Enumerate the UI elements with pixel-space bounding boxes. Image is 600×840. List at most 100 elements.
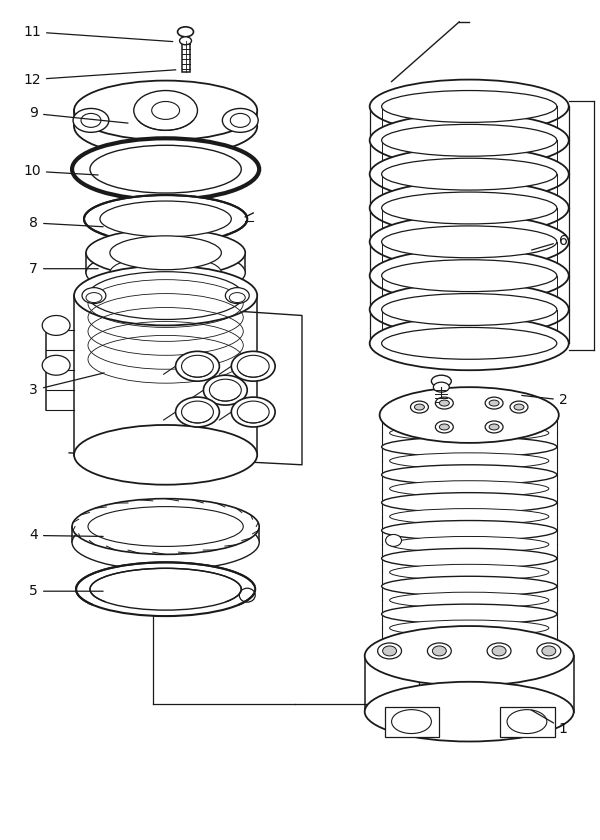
Ellipse shape xyxy=(382,632,557,652)
Ellipse shape xyxy=(223,108,258,133)
Ellipse shape xyxy=(382,465,557,485)
Text: 7: 7 xyxy=(29,262,98,276)
Ellipse shape xyxy=(514,404,524,410)
Ellipse shape xyxy=(431,375,451,387)
Ellipse shape xyxy=(74,97,257,156)
Ellipse shape xyxy=(90,569,241,610)
Ellipse shape xyxy=(389,453,549,469)
Ellipse shape xyxy=(370,215,569,269)
Ellipse shape xyxy=(489,424,499,430)
Ellipse shape xyxy=(72,499,259,554)
Ellipse shape xyxy=(389,537,549,553)
Ellipse shape xyxy=(86,249,245,297)
Ellipse shape xyxy=(377,643,401,659)
Ellipse shape xyxy=(433,382,449,392)
Ellipse shape xyxy=(389,592,549,608)
Ellipse shape xyxy=(380,387,559,443)
Ellipse shape xyxy=(389,648,549,664)
Text: 5: 5 xyxy=(29,584,103,598)
Ellipse shape xyxy=(74,265,257,325)
Ellipse shape xyxy=(100,201,232,237)
Ellipse shape xyxy=(110,255,221,290)
Ellipse shape xyxy=(427,643,451,659)
Ellipse shape xyxy=(485,421,503,433)
Ellipse shape xyxy=(433,646,446,656)
Ellipse shape xyxy=(439,400,449,406)
Text: 12: 12 xyxy=(23,70,176,87)
Text: 4: 4 xyxy=(29,528,103,543)
Text: 1: 1 xyxy=(532,710,568,736)
Ellipse shape xyxy=(382,328,557,360)
Bar xyxy=(500,706,555,737)
Text: 9: 9 xyxy=(29,107,128,123)
Ellipse shape xyxy=(510,401,528,413)
Ellipse shape xyxy=(74,81,257,140)
Ellipse shape xyxy=(382,576,557,596)
Ellipse shape xyxy=(537,643,561,659)
Ellipse shape xyxy=(489,400,499,406)
Text: 11: 11 xyxy=(23,25,173,41)
Ellipse shape xyxy=(365,682,574,742)
Text: 8: 8 xyxy=(29,216,103,230)
Ellipse shape xyxy=(73,108,109,133)
Ellipse shape xyxy=(410,401,428,413)
Ellipse shape xyxy=(389,620,549,636)
Ellipse shape xyxy=(382,124,557,156)
Ellipse shape xyxy=(382,604,557,624)
Ellipse shape xyxy=(370,147,569,201)
Ellipse shape xyxy=(110,236,221,270)
Ellipse shape xyxy=(178,27,193,37)
Ellipse shape xyxy=(176,397,220,427)
Ellipse shape xyxy=(382,437,557,457)
Ellipse shape xyxy=(386,534,401,546)
Ellipse shape xyxy=(370,282,569,336)
Ellipse shape xyxy=(42,316,70,335)
Ellipse shape xyxy=(382,91,557,123)
Ellipse shape xyxy=(176,351,220,381)
Ellipse shape xyxy=(382,158,557,190)
Ellipse shape xyxy=(487,643,511,659)
Ellipse shape xyxy=(370,249,569,302)
Ellipse shape xyxy=(226,287,249,303)
Ellipse shape xyxy=(382,549,557,569)
Ellipse shape xyxy=(179,37,191,45)
Ellipse shape xyxy=(439,424,449,430)
Ellipse shape xyxy=(389,480,549,496)
Ellipse shape xyxy=(134,91,197,130)
Ellipse shape xyxy=(389,564,549,580)
Ellipse shape xyxy=(232,397,275,427)
Ellipse shape xyxy=(492,646,506,656)
Ellipse shape xyxy=(370,181,569,235)
Ellipse shape xyxy=(370,317,569,370)
Text: 6: 6 xyxy=(532,234,568,250)
Text: 2: 2 xyxy=(522,393,568,407)
Ellipse shape xyxy=(42,355,70,375)
Ellipse shape xyxy=(485,397,503,409)
Ellipse shape xyxy=(76,562,255,616)
Ellipse shape xyxy=(370,80,569,134)
Ellipse shape xyxy=(382,260,557,291)
Ellipse shape xyxy=(203,375,247,405)
Ellipse shape xyxy=(365,626,574,685)
Text: 10: 10 xyxy=(23,164,98,178)
Ellipse shape xyxy=(542,646,556,656)
Ellipse shape xyxy=(370,113,569,167)
Ellipse shape xyxy=(82,287,106,303)
Text: 3: 3 xyxy=(29,373,104,397)
Ellipse shape xyxy=(232,351,275,381)
Ellipse shape xyxy=(382,409,557,429)
Ellipse shape xyxy=(90,145,241,193)
Ellipse shape xyxy=(72,139,259,200)
Ellipse shape xyxy=(88,271,243,319)
Ellipse shape xyxy=(389,508,549,524)
Ellipse shape xyxy=(86,228,245,276)
Ellipse shape xyxy=(72,515,259,570)
Ellipse shape xyxy=(389,425,549,441)
Ellipse shape xyxy=(74,425,257,485)
Ellipse shape xyxy=(436,397,453,409)
Ellipse shape xyxy=(382,192,557,224)
Ellipse shape xyxy=(383,646,397,656)
Bar xyxy=(182,39,190,71)
Ellipse shape xyxy=(436,421,453,433)
Ellipse shape xyxy=(382,521,557,540)
